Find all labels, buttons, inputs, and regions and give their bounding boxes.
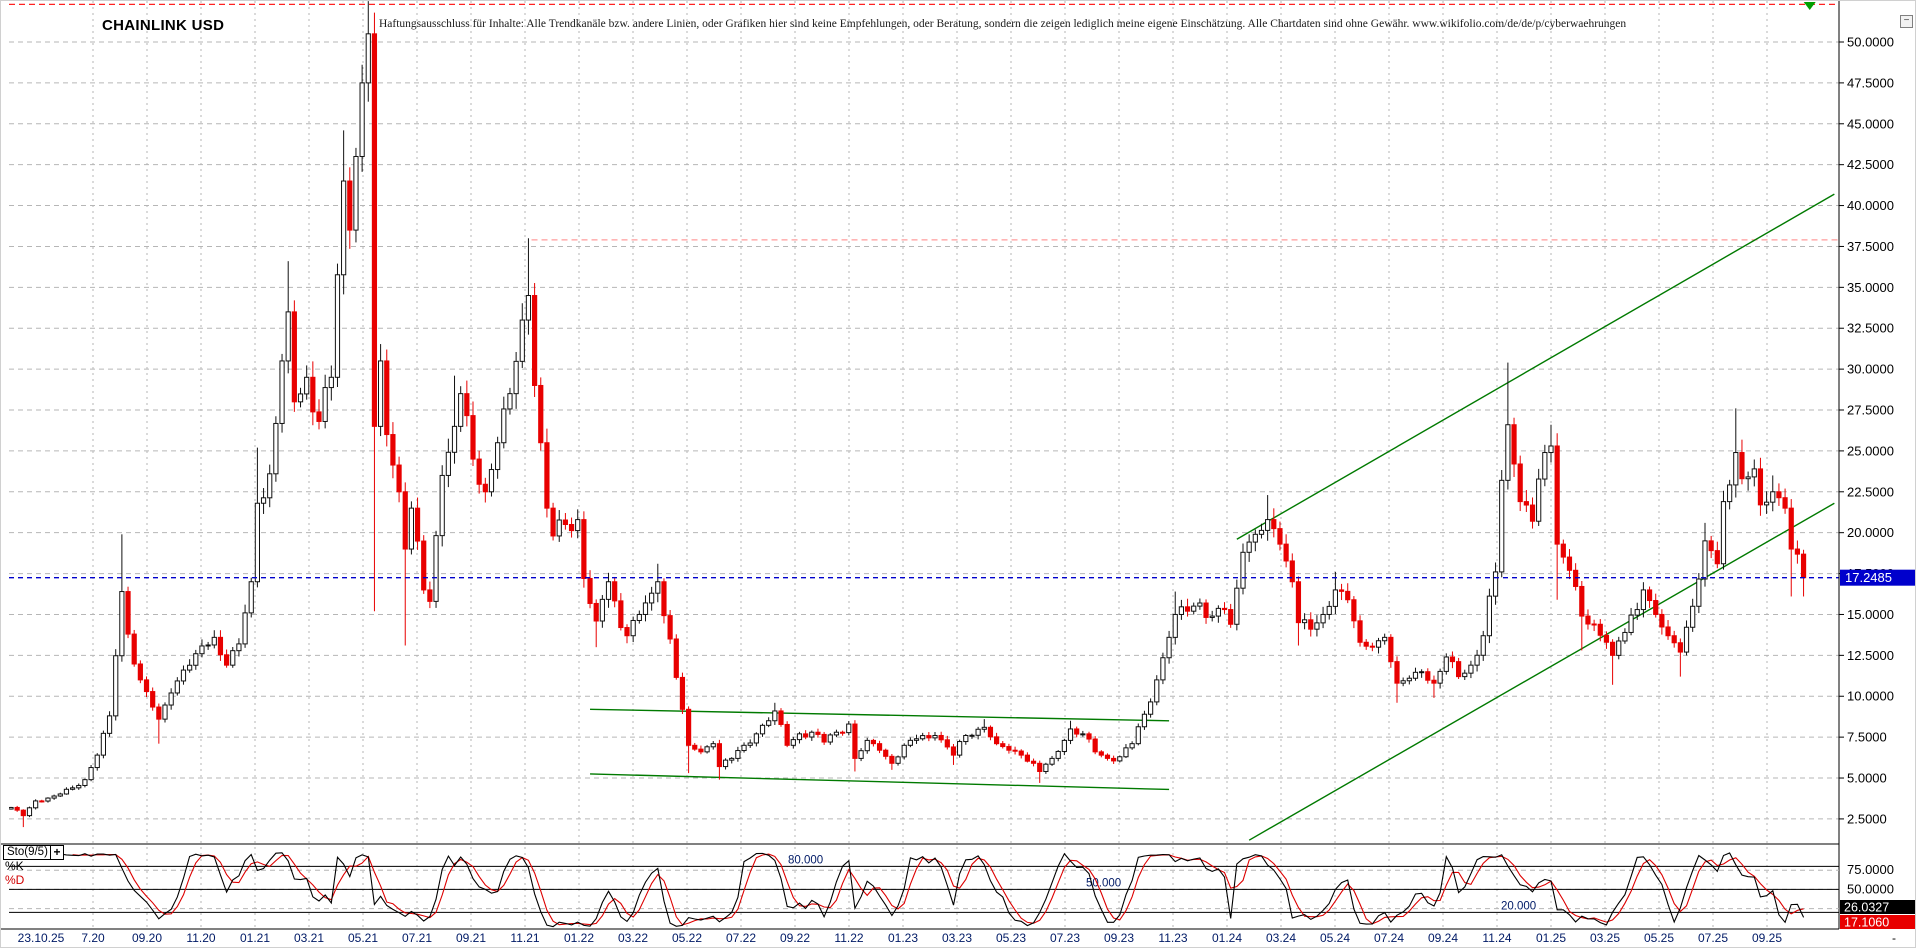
current-price-tag: 17.2485 — [1840, 569, 1915, 586]
svg-text:17.1060: 17.1060 — [1844, 916, 1889, 930]
svg-text:07.21: 07.21 — [402, 931, 432, 945]
svg-text:11.21: 11.21 — [510, 931, 539, 945]
svg-text:30.0000: 30.0000 — [1847, 362, 1894, 377]
disclaimer-text: Haftungsausschluss für Inhalte: Alle Tre… — [379, 18, 1627, 30]
svg-text:01.25: 01.25 — [1536, 931, 1566, 945]
svg-text:07.25: 07.25 — [1698, 931, 1728, 945]
stochastic-k-label: %K — [5, 859, 24, 873]
time-axis: 23.10.25 7.20 09.20 11.20 01.21 03.21 05.21 07.… — [18, 931, 1896, 945]
svg-text:12.5000: 12.5000 — [1847, 648, 1894, 663]
collapse-button[interactable]: − — [1900, 15, 1913, 28]
svg-text:23.10.25: 23.10.25 — [18, 931, 65, 945]
svg-text:05.25: 05.25 — [1644, 931, 1674, 945]
svg-text:32.5000: 32.5000 — [1847, 321, 1894, 336]
stochastic-panel: 80.000 50.000 20.000 — [9, 852, 1839, 928]
svg-text:11.20: 11.20 — [186, 931, 215, 945]
grid-layer — [9, 1, 1839, 929]
stochastic-k-curve — [60, 852, 1805, 928]
svg-text:50.0000: 50.0000 — [1847, 35, 1894, 50]
stochastic-d-label: %D — [5, 873, 25, 887]
chart-title: CHAINLINK USD — [102, 17, 225, 34]
svg-text:03.22: 03.22 — [618, 931, 648, 945]
svg-text:10.0000: 10.0000 — [1847, 689, 1894, 704]
svg-text:11.22: 11.22 — [834, 931, 863, 945]
svg-text:09.23: 09.23 — [1104, 931, 1134, 945]
svg-text:50.0000: 50.0000 — [1847, 881, 1894, 896]
svg-text:09.24: 09.24 — [1428, 931, 1458, 945]
svg-text:37.5000: 37.5000 — [1847, 239, 1894, 254]
svg-text:35.0000: 35.0000 — [1847, 280, 1894, 295]
svg-text:47.5000: 47.5000 — [1847, 75, 1894, 90]
svg-text:15.0000: 15.0000 — [1847, 607, 1894, 622]
svg-text:05.21: 05.21 — [348, 931, 378, 945]
borders-layer — [1, 1, 1840, 930]
indicator-label: Sto(9/5) — [3, 845, 52, 860]
svg-text:22.5000: 22.5000 — [1847, 484, 1894, 499]
svg-text:42.5000: 42.5000 — [1847, 157, 1894, 172]
svg-text:45.0000: 45.0000 — [1847, 116, 1894, 131]
svg-text:09.25: 09.25 — [1752, 931, 1782, 945]
price-axis: 50.0000 47.5000 45.0000 42.5000 40.0000 37.50… — [1839, 35, 1915, 826]
stochastic-d-curve — [72, 853, 1804, 926]
svg-text:07.24: 07.24 — [1374, 931, 1404, 945]
svg-text:07.23: 07.23 — [1050, 931, 1080, 945]
svg-text:17.2485: 17.2485 — [1845, 570, 1892, 585]
svg-text:11.24: 11.24 — [1482, 931, 1511, 945]
svg-text:01.22: 01.22 — [564, 931, 594, 945]
candles-layer — [9, 1, 1807, 828]
svg-text:2.5000: 2.5000 — [1847, 811, 1887, 826]
overlay-lines-layer — [9, 3, 1839, 241]
svg-text:50.000: 50.000 — [1086, 877, 1121, 889]
svg-text:09.21: 09.21 — [456, 931, 486, 945]
stochastic-d-value-tag: 17.1060 — [1840, 915, 1915, 930]
marker-layer — [9, 2, 1839, 579]
trend-channel-layer — [590, 193, 1835, 841]
svg-text:80.000: 80.000 — [788, 854, 823, 866]
svg-text:07.22: 07.22 — [726, 931, 756, 945]
svg-text:03.23: 03.23 — [942, 931, 972, 945]
svg-text:75.0000: 75.0000 — [1847, 862, 1894, 877]
svg-text:03.25: 03.25 — [1590, 931, 1620, 945]
svg-text:01.21: 01.21 — [240, 931, 270, 945]
svg-text:05.23: 05.23 — [996, 931, 1026, 945]
svg-text:20.000: 20.000 — [1501, 900, 1536, 912]
svg-text:40.0000: 40.0000 — [1847, 198, 1894, 213]
svg-text:01.23: 01.23 — [888, 931, 918, 945]
svg-text:11.23: 11.23 — [1158, 931, 1187, 945]
svg-text:05.22: 05.22 — [672, 931, 702, 945]
svg-text:7.5000: 7.5000 — [1847, 730, 1887, 745]
svg-text:20.0000: 20.0000 — [1847, 525, 1894, 540]
svg-text:05.24: 05.24 — [1320, 931, 1350, 945]
stochastic-k-value-tag: 26.0327 — [1840, 900, 1915, 915]
svg-text:03.21: 03.21 — [294, 931, 324, 945]
add-indicator-button[interactable]: + — [50, 845, 64, 860]
svg-text:09.22: 09.22 — [780, 931, 810, 945]
svg-text:01.24: 01.24 — [1212, 931, 1242, 945]
axis-end-dash: - — [1892, 931, 1896, 945]
svg-text:09.20: 09.20 — [132, 931, 162, 945]
svg-text:03.24: 03.24 — [1266, 931, 1296, 945]
svg-text:26.0327: 26.0327 — [1844, 901, 1889, 915]
svg-text:7.20: 7.20 — [81, 931, 105, 945]
svg-text:5.0000: 5.0000 — [1847, 771, 1887, 786]
svg-text:27.5000: 27.5000 — [1847, 403, 1894, 418]
svg-text:25.0000: 25.0000 — [1847, 443, 1894, 458]
top-triangle-marker — [1803, 2, 1816, 10]
